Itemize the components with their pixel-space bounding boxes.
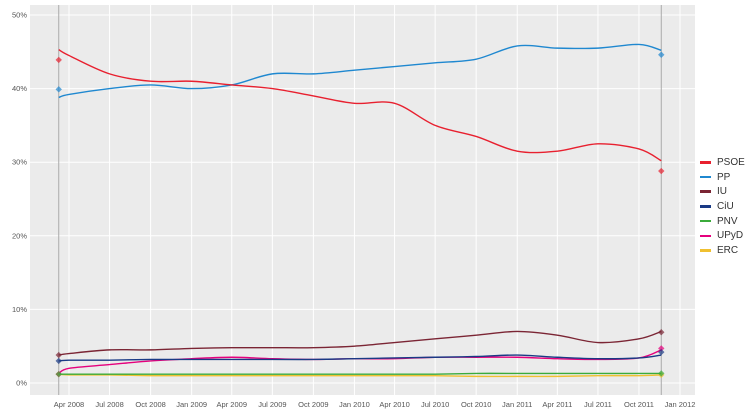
x-tick-label: Jul 2011 xyxy=(584,400,612,409)
legend-swatch xyxy=(700,205,711,208)
election-result-pp xyxy=(55,86,62,93)
legend-swatch xyxy=(700,161,711,164)
legend-item-iu[interactable]: IU xyxy=(700,184,745,199)
x-tick-label: Oct 2008 xyxy=(135,400,165,409)
x-tick-label: Jul 2008 xyxy=(95,400,123,409)
election-result-iu xyxy=(658,329,665,336)
election-result-upyd xyxy=(658,345,665,352)
election-result-ciu xyxy=(658,348,665,356)
election-result-psoe xyxy=(658,167,665,175)
legend-label: UPyD xyxy=(717,230,744,242)
x-tick-label: Oct 2010 xyxy=(461,400,491,409)
election-result-iu xyxy=(55,351,62,359)
trend-line-iu xyxy=(58,330,662,356)
legend-item-pnv[interactable]: PNV xyxy=(700,214,745,229)
legend-label: PNV xyxy=(717,215,738,227)
y-axis: 0% 10% 20% 30% 40% 50% xyxy=(12,11,27,388)
series-lines xyxy=(55,43,665,379)
x-tick-label: Jul 2009 xyxy=(258,400,286,409)
trend-line-pnv xyxy=(58,372,662,375)
x-tick-label: Apr 2009 xyxy=(217,400,247,409)
election-result-psoe xyxy=(55,56,62,64)
x-tick-label: Jan 2011 xyxy=(502,400,532,409)
election-result-pnv xyxy=(55,370,62,378)
y-tick-label: 20% xyxy=(12,231,27,240)
y-tick-label: 10% xyxy=(12,305,27,314)
legend-label: ERC xyxy=(717,244,739,256)
legend-label: PSOE xyxy=(717,156,745,168)
legend: PSOE PP IU CiU PNV UPyD ERC xyxy=(700,155,745,258)
gridlines xyxy=(30,5,695,395)
legend-item-pp[interactable]: PP xyxy=(700,170,745,185)
trend-line-psoe xyxy=(58,48,662,162)
y-tick-label: 40% xyxy=(12,84,27,93)
x-tick-label: Jan 2010 xyxy=(339,400,370,409)
x-tick-label: Oct 2009 xyxy=(298,400,328,409)
trend-line-erc xyxy=(58,373,662,378)
legend-label: IU xyxy=(717,186,727,198)
trend-line-pp xyxy=(58,43,662,99)
x-axis: Apr 2008 Jul 2008 Oct 2008 Jan 2009 Apr 2009… xyxy=(54,400,696,409)
legend-item-ciu[interactable]: CiU xyxy=(700,199,745,214)
legend-swatch xyxy=(700,175,711,179)
trend-line-ciu xyxy=(58,354,662,362)
legend-item-erc[interactable]: ERC xyxy=(700,243,745,258)
legend-swatch xyxy=(700,190,711,193)
legend-label: CiU xyxy=(717,200,734,212)
y-tick-label: 50% xyxy=(12,11,27,20)
legend-swatch xyxy=(700,219,711,223)
legend-swatch xyxy=(700,249,711,252)
x-tick-label: Apr 2010 xyxy=(379,400,409,409)
y-tick-label: 0% xyxy=(16,379,27,388)
x-tick-label: Jul 2010 xyxy=(421,400,449,409)
legend-label: PP xyxy=(717,171,731,183)
x-tick-label: Apr 2008 xyxy=(54,400,84,409)
legend-swatch xyxy=(700,234,711,238)
x-tick-label: Jan 2012 xyxy=(665,400,696,409)
election-result-pnv xyxy=(658,370,665,377)
x-tick-label: Apr 2011 xyxy=(542,400,572,409)
election-result-pp xyxy=(658,51,665,58)
x-tick-label: Oct 2011 xyxy=(624,400,654,409)
legend-item-upyd[interactable]: UPyD xyxy=(700,228,745,243)
election-result-ciu xyxy=(55,357,62,365)
y-tick-label: 30% xyxy=(12,158,27,167)
x-tick-label: Jan 2009 xyxy=(176,400,207,409)
plot-background xyxy=(30,5,695,395)
legend-item-psoe[interactable]: PSOE xyxy=(700,155,745,170)
